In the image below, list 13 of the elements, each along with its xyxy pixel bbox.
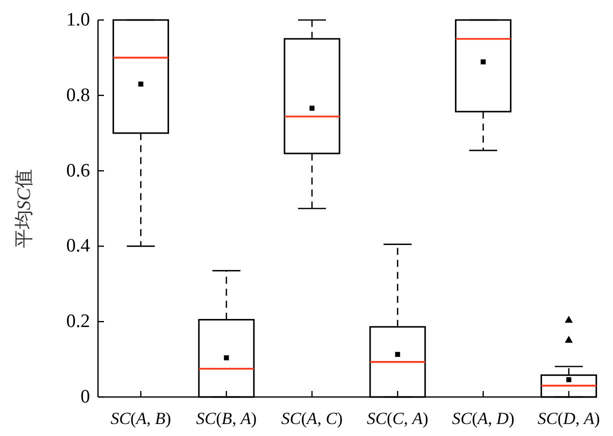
x-tick-label: SC(B, A) bbox=[196, 409, 257, 428]
x-tick-label: SC(A, B) bbox=[110, 409, 172, 428]
x-tick-label: SC(A, D) bbox=[452, 409, 514, 428]
x-tick-label: SC(C, A) bbox=[366, 409, 428, 428]
y-tick-label: 0.4 bbox=[66, 236, 90, 257]
y-tick-label: 1.0 bbox=[66, 10, 90, 30]
x-tick-label: SC(A, C) bbox=[281, 409, 343, 428]
y-tick-label: 0.8 bbox=[66, 84, 90, 106]
x-tick-label: SC(D, A) bbox=[538, 409, 600, 428]
y-tick-label: 0.2 bbox=[66, 311, 90, 332]
y-tick-label: 0.6 bbox=[66, 160, 90, 182]
y-tick-label: 0 bbox=[80, 386, 90, 408]
y-axis-title: 平均SC值 bbox=[14, 168, 35, 248]
